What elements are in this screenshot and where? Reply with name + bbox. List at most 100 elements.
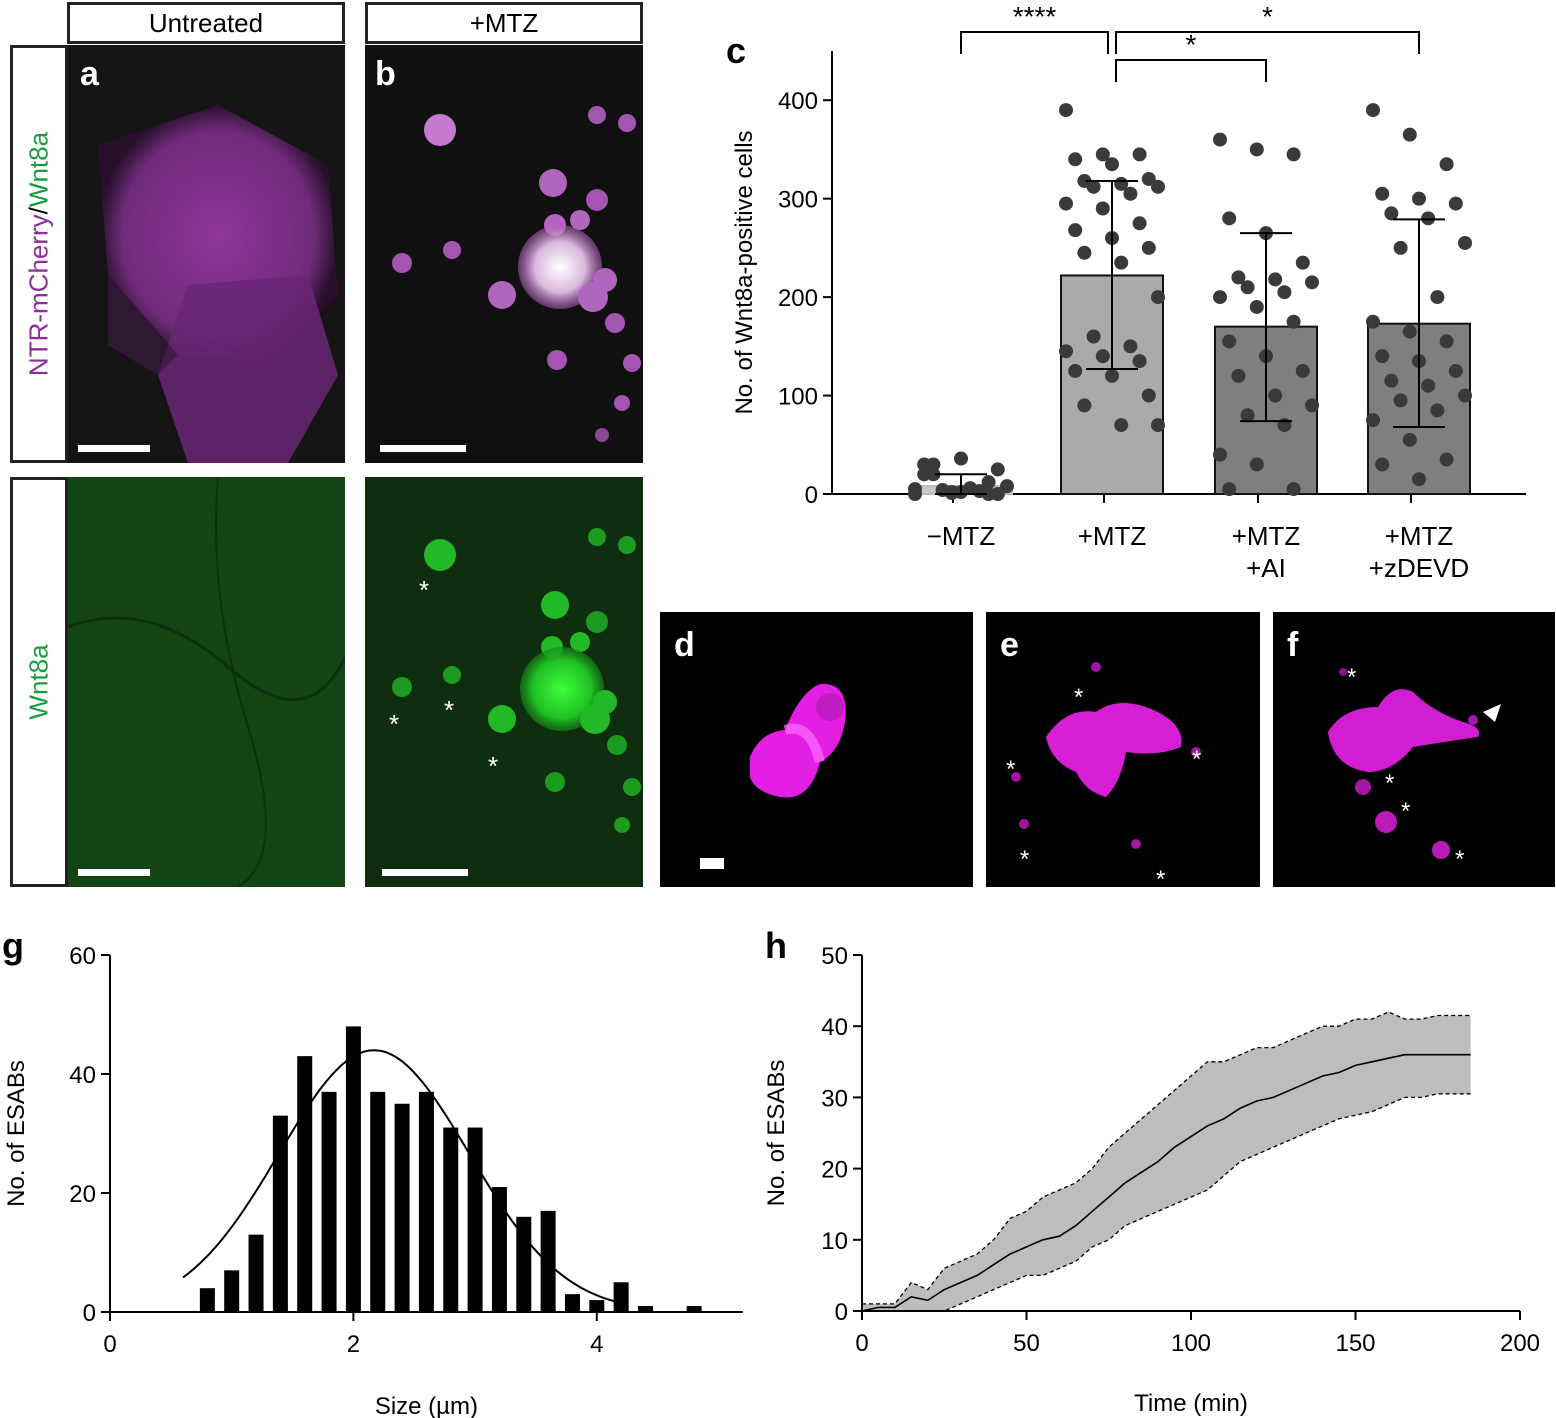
asterisk-marker: * <box>1156 866 1166 887</box>
arrowhead-icon <box>1483 704 1501 722</box>
asterisk-marker: * <box>1006 756 1016 783</box>
histogram-bar <box>199 1288 215 1312</box>
data-point <box>1151 290 1165 305</box>
panel-label-b: b <box>375 55 396 93</box>
row-label-merged: NTR-mCherry/Wnt8a <box>24 132 55 376</box>
y-tick-label: 40 <box>69 1062 96 1089</box>
significance-bracket <box>960 31 1109 54</box>
histogram-bar <box>589 1300 605 1312</box>
histogram-bar <box>224 1270 240 1312</box>
asterisk-marker: * <box>419 575 430 605</box>
data-point <box>1366 413 1380 428</box>
data-point <box>926 457 941 472</box>
y-tick-label: 30 <box>821 1085 848 1112</box>
y-tick-label: 0 <box>805 482 818 509</box>
asterisk-marker: * <box>389 709 400 739</box>
y-tick-label: 300 <box>778 187 818 214</box>
scale-bar-mtz-wnt8a <box>382 869 468 876</box>
data-point <box>1151 418 1165 433</box>
data-point <box>1375 349 1390 364</box>
significance-bracket <box>1115 59 1267 82</box>
y-axis-label: No. of ESABs <box>3 1060 30 1207</box>
data-point <box>1412 472 1426 487</box>
panel-label-c: c <box>726 30 747 71</box>
asterisk-marker: * <box>1020 846 1030 873</box>
data-point <box>1095 349 1110 364</box>
data-point <box>1402 324 1417 339</box>
histogram-bar <box>540 1210 556 1312</box>
micrograph-a-image <box>68 45 345 463</box>
x-tick-label: 0 <box>855 1330 868 1357</box>
data-point <box>908 482 922 497</box>
x-tick-label: 150 <box>1335 1330 1375 1357</box>
data-point <box>1222 334 1237 349</box>
micrograph-d-image <box>750 683 846 798</box>
data-point <box>1448 363 1463 378</box>
micrograph-panel-a: a <box>68 45 345 463</box>
histogram-bar <box>418 1091 434 1312</box>
scale-bar-untreated-wnt8a <box>78 869 150 876</box>
row-label-ntr-mcherry: NTR-mCherry <box>23 214 54 377</box>
micrograph-mtz-wnt8a: * * * * <box>365 477 643 887</box>
data-point <box>1402 432 1417 447</box>
histogram-bar <box>564 1294 580 1312</box>
data-point <box>1240 280 1255 295</box>
data-point <box>1305 398 1319 413</box>
data-point <box>1068 363 1083 378</box>
chart-g: 0 20 40 60 0 2 4 Size (µm) No. of ESABs <box>3 943 743 1418</box>
data-point <box>1393 393 1408 408</box>
data-point <box>1240 408 1255 423</box>
data-point <box>990 487 1005 501</box>
x-tick-label: +MTZ <box>1232 521 1301 551</box>
micrograph-f-image <box>1328 668 1501 859</box>
asterisk-marker: * <box>444 695 455 725</box>
histogram-bar <box>443 1127 459 1312</box>
data-point <box>1268 388 1283 403</box>
sd-band <box>862 1012 1471 1311</box>
data-point <box>1213 290 1227 305</box>
histogram-bar <box>467 1127 483 1312</box>
data-point <box>1458 388 1472 403</box>
data-point <box>1375 457 1390 472</box>
data-point <box>1286 482 1301 497</box>
data-point <box>1095 147 1110 162</box>
micrograph-panel-e: e * * * * * <box>986 612 1260 887</box>
y-tick-label: 60 <box>69 943 96 970</box>
row-label-box-wnt8a: Wnt8a <box>10 477 68 887</box>
panel-label-g: g <box>2 925 24 966</box>
micrograph-panel-d: d <box>660 612 973 887</box>
histogram-bar <box>686 1306 702 1312</box>
data-point <box>1213 447 1227 462</box>
data-point <box>1384 373 1399 388</box>
column-header-mtz-text: +MTZ <box>469 7 539 38</box>
data-point <box>1068 152 1083 167</box>
data-point <box>1151 179 1165 194</box>
data-point <box>1141 388 1156 403</box>
micrograph-untreated-wnt8a-image <box>68 477 345 887</box>
data-point <box>1059 196 1073 211</box>
data-point <box>1059 103 1073 118</box>
panel-label-f: f <box>1287 626 1299 664</box>
data-point <box>1231 270 1246 285</box>
micrograph-panel-b: b <box>365 45 643 463</box>
x-axis-label: Time (min) <box>1134 1390 1248 1417</box>
asterisk-marker: * <box>1385 770 1395 797</box>
asterisk-marker: * <box>1347 664 1357 691</box>
y-tick-label: 400 <box>778 88 818 115</box>
scale-bar-d <box>700 858 724 869</box>
histogram-bar <box>272 1115 288 1312</box>
data-point <box>1132 147 1147 162</box>
fit-curve <box>182 1049 622 1305</box>
micrograph-panel-f: f * * * * <box>1273 612 1555 887</box>
data-point <box>1277 285 1292 300</box>
histogram-bar <box>637 1306 653 1312</box>
data-point <box>1141 240 1156 255</box>
scale-bar-b <box>380 445 466 452</box>
y-tick-label: 20 <box>821 1157 848 1184</box>
data-point <box>1086 179 1101 194</box>
data-point <box>1249 299 1264 314</box>
data-point <box>1249 457 1264 472</box>
data-point <box>1132 354 1147 369</box>
data-point <box>1393 240 1408 255</box>
y-axis-label: No. of ESABs <box>763 1060 790 1207</box>
